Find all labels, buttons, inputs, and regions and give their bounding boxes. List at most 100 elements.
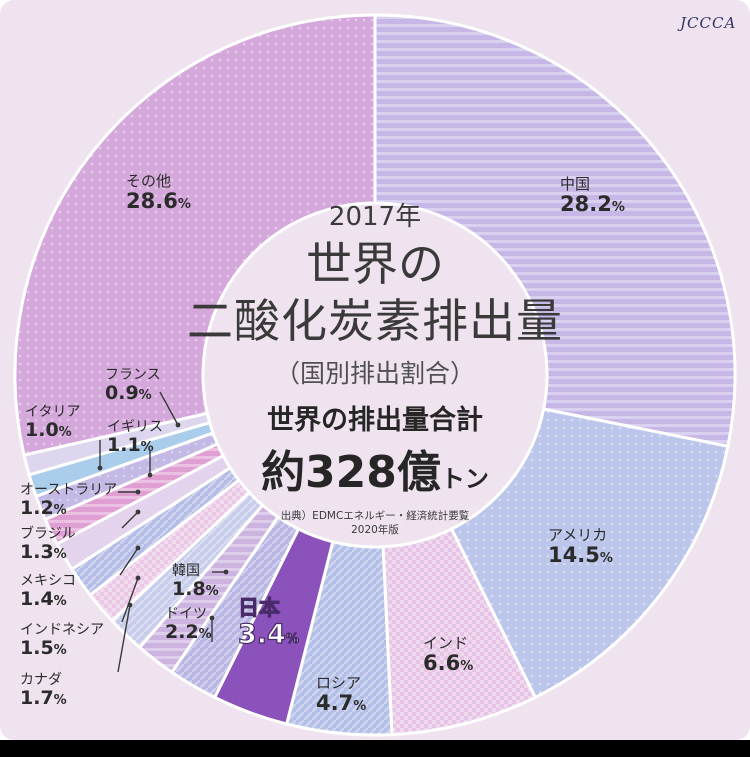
slice-label-日本: 日本 3.4% [237,596,299,651]
slice-value: 3.4% [237,619,299,651]
leader-line [121,511,139,529]
percent-sign: % [53,643,67,659]
slice-value: 14.5% [548,542,613,567]
percent-sign: % [285,632,299,648]
leader-dot [135,489,141,495]
slice-value-number: 1.7 [20,687,54,710]
leader-dot [209,615,215,621]
slice-name: オーストラリア [20,482,118,498]
leader-line [119,547,139,576]
slice-value-number: 1.5 [20,637,54,660]
slice-name: 中国 [560,175,591,193]
source-line2: 2020年版 [351,524,399,536]
slice-label-ドイツ: ドイツ 2.2% [165,606,212,643]
slice-value: 1.2% [20,498,117,519]
slice-value-number: 1.1 [107,434,141,457]
slice-name: 韓国 [172,563,200,579]
chart-subtitle: （国別排出割合） [274,359,475,388]
slice-label-アメリカ: アメリカ 14.5% [548,527,613,567]
leader-line [121,577,139,623]
slice-name: イタリア [25,404,81,420]
total-value-unit: トン [440,465,489,493]
slice-value-number: 14.5 [548,542,600,567]
slice-name: ロシア [316,674,362,692]
slice-label-インド: インド 6.6% [423,635,473,675]
slice-name: インドネシア [20,622,104,638]
percent-sign: % [53,503,67,519]
slice-value: 4.7% [316,690,367,715]
slice-name: イギリス [107,419,163,435]
slice-name: その他 [126,172,172,190]
slice-name: ブラジル [20,526,76,542]
slice-value: 28.2% [560,192,625,216]
slice-label-イギリス: イギリス 1.1% [107,419,163,456]
leader-dot [135,575,141,581]
slice-value: 6.6% [423,650,474,675]
slice-value-number: 28.6 [126,188,178,213]
slice-name: インド [423,634,469,652]
slice-name: フランス [105,367,161,383]
slice-value-number: 1.2 [20,497,54,520]
source-note: 出典）EDMCエネルギー・経済統計要覧 2020年版 [240,509,510,537]
slice-value: 1.0% [25,420,80,441]
slice-value: 1.7% [20,688,67,709]
slice-value-number: 6.6 [423,650,461,675]
percent-sign: % [205,584,219,600]
slice-label-その他: その他 28.6% [126,173,191,213]
percent-sign: % [611,199,625,215]
leader-dot [135,545,141,551]
total-value: 約328億トン [200,436,550,500]
slice-label-ロシア: ロシア 4.7% [316,675,366,715]
chart-title-line2: 二酸化炭素排出量 [187,294,563,348]
slice-value: 1.8% [172,579,219,600]
slice-アメリカ [449,407,730,700]
percent-sign: % [140,440,154,456]
slice-value: 1.3% [20,542,76,563]
slice-value-number: 2.2 [165,621,199,644]
slice-label-メキシコ: メキシコ 1.4% [20,573,76,610]
slice-label-韓国: 韓国 1.8% [172,563,219,600]
slice-value: 0.9% [105,383,161,404]
slice-value-number: 3.4 [237,619,286,651]
chart-card: JCCCA 2017年 世界の 二酸化炭素排出量 （国別排出割合） 世界の排出量… [0,0,750,740]
slice-label-フランス: フランス 0.9% [105,367,161,404]
percent-sign: % [58,425,72,441]
leader-dot [147,472,153,478]
chart-year: 2017年 [328,202,422,232]
jccca-logo: JCCCA [680,14,737,32]
leader-dot [127,602,133,608]
slice-value-number: 1.8 [172,578,206,601]
percent-sign: % [198,627,212,643]
percent-sign: % [177,196,191,212]
percent-sign: % [53,547,67,563]
bottom-bar [0,740,750,757]
slice-label-インドネシア: インドネシア 1.5% [20,622,104,660]
slice-value-number: 1.4 [20,588,54,611]
slice-中国 [373,13,737,449]
slice-label-イタリア: イタリア 1.0% [25,404,81,441]
leader-dot [97,465,103,471]
slice-value-number: 4.7 [316,690,354,715]
slice-name: 日本 [238,596,281,620]
slice-value: 1.1% [107,435,163,456]
slice-value: 1.4% [20,589,76,610]
slice-label-ブラジル: ブラジル 1.3% [20,526,76,563]
slice-value-number: 1.0 [25,419,59,442]
leader-dot [223,569,229,575]
slice-label-中国: 中国 28.2% [560,176,625,216]
percent-sign: % [353,698,367,714]
slice-name: アメリカ [548,526,608,544]
slice-label-オーストラリア: オーストラリア 1.2% [20,482,118,519]
percent-sign: % [53,594,67,610]
slice-label-カナダ: カナダ 1.7% [20,672,67,709]
percent-sign: % [53,693,67,709]
percent-sign: % [599,550,613,566]
slice-name: メキシコ [20,573,76,589]
percent-sign: % [460,658,474,674]
total-label: 世界の排出量合計 [267,405,483,436]
source-line1: 出典）EDMCエネルギー・経済統計要覧 [280,510,470,522]
donut-center [205,205,545,545]
slice-name: ドイツ [165,606,207,622]
slice-value: 2.2% [165,622,212,643]
slice-value-number: 0.9 [105,382,139,405]
